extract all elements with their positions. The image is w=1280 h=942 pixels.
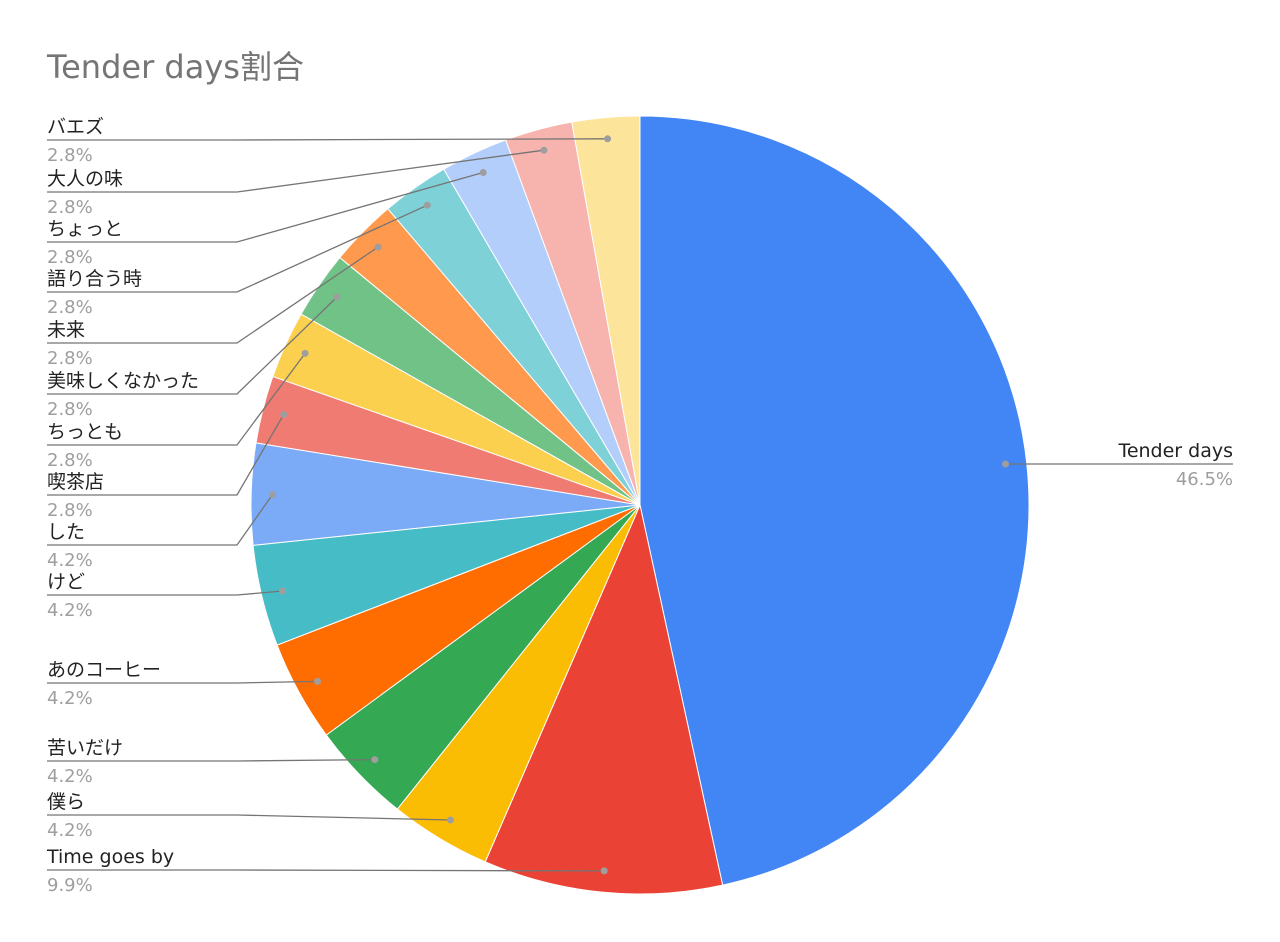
leader-dot [279,587,287,595]
slice-percent: 4.2% [47,688,93,709]
slice-label: 大人の味 [47,168,123,190]
leader-dot [333,293,341,301]
leader-line [47,204,428,293]
leader-line [47,171,484,243]
leader-dot [540,146,548,154]
pie-slices [250,115,1030,895]
leader-dot [280,411,288,418]
leader-line [47,758,375,762]
chart-title: Tender days割合 [47,48,304,86]
slice-label: あのコーヒー [47,659,161,681]
pie-slice [639,115,1030,886]
slice-percent: 46.5% [1176,469,1233,490]
leader-dot [600,867,608,875]
slice-label: した [47,521,85,543]
slice-label: 未来 [47,319,85,341]
leader-line [47,138,608,141]
slice-percent: 2.8% [47,247,93,268]
leader-line [47,296,338,395]
leader-line [47,494,274,546]
slice-label: 美味しくなかった [47,370,199,392]
slice-percent: 4.2% [47,820,93,841]
leader-dot [423,201,431,209]
leader-line [47,149,544,193]
slice-label: 僕ら [47,791,85,813]
slice-percent: 2.8% [47,500,93,521]
leader-dot [269,491,276,499]
slice-label: けど [47,571,85,593]
leader-lines [47,135,1233,875]
leader-line [47,814,451,821]
slice-percent: 4.2% [47,550,93,571]
leader-line [47,869,605,872]
leader-dot [1002,460,1009,468]
slice-label: Tender days [1117,440,1233,462]
slice-percent: 2.8% [47,197,93,218]
leader-dot [301,349,309,357]
slice-percent: 4.2% [47,766,93,787]
leader-dot [604,135,612,143]
slice-label: 喫茶店 [47,471,104,493]
leader-line [47,246,379,344]
slice-label: バエズ [47,116,104,138]
leader-line [47,353,306,446]
slice-label: 苦いだけ [47,737,123,759]
slice-label: ちっとも [47,421,123,443]
slice-percent: 9.9% [47,875,93,896]
slice-percent: 4.2% [47,600,93,621]
leader-dot [371,756,379,764]
leader-line [47,590,283,596]
slice-percent: 2.8% [47,399,93,420]
slice-percent: 2.8% [47,450,93,471]
slice-label: Time goes by [46,846,174,868]
pie-slice [571,115,641,506]
slice-labels: Tender days 46.5% Time goes by 9.9% 僕ら 4.2% 苦い… [46,116,1233,896]
leader-line [47,414,285,496]
slice-label: ちょっと [47,218,123,240]
slice-percent: 2.8% [47,348,93,369]
slice-label: 語り合う時 [47,268,142,290]
pie-slice [484,503,724,895]
leader-dot [314,677,321,685]
leader-dot [447,816,454,824]
slice-percent: 2.8% [47,145,93,166]
leader-dot [374,243,382,251]
slice-percent: 2.8% [47,297,93,318]
leader-dot [479,169,487,176]
leader-line [47,680,318,684]
